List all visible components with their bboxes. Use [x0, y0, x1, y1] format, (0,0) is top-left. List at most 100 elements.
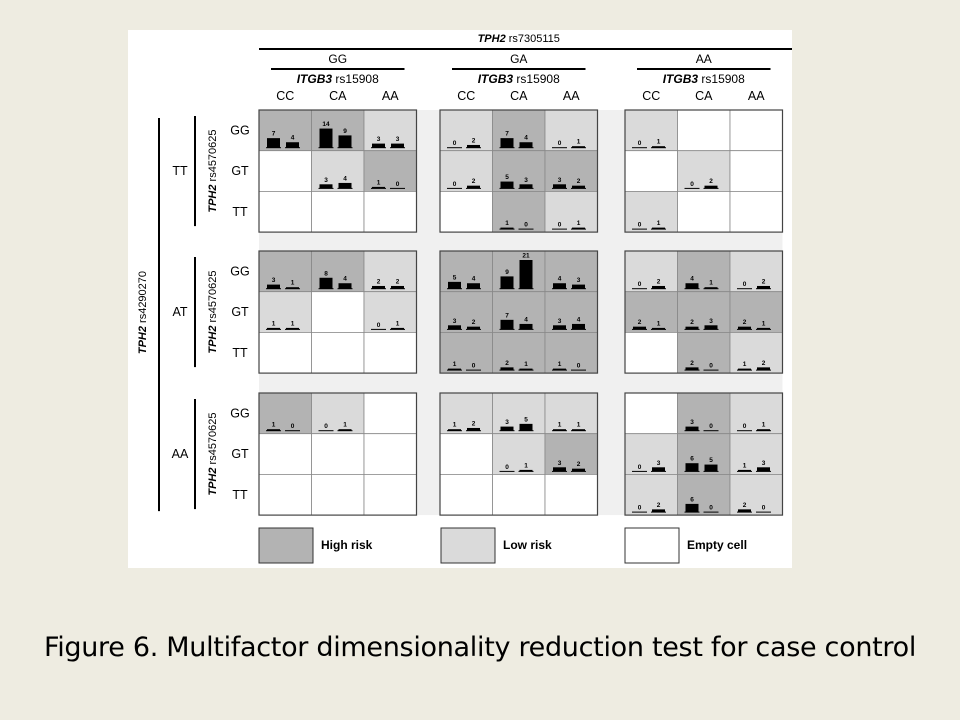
cell-1111-case-bar — [500, 319, 514, 330]
cell-1020 — [258, 331, 312, 374]
cell-1001-control-label: 4 — [343, 276, 347, 283]
cell-1000-case-label: 3 — [272, 277, 276, 284]
cell-1101-control-bar — [519, 260, 533, 289]
col-inner-level-2-aa: AA — [748, 89, 765, 103]
cell-0010 — [258, 150, 312, 192]
cell-1100 — [439, 250, 493, 293]
block-outline-11 — [439, 250, 599, 374]
cell-0210 — [624, 150, 678, 192]
block-outline-22 — [624, 392, 784, 516]
cell-1102-control-bar — [572, 284, 585, 289]
cell-0110-control-label: 2 — [472, 178, 476, 185]
cell-2202-case-label: 0 — [743, 423, 747, 430]
row-inner-gene-label-2: TPH2 rs4570625 — [207, 412, 219, 495]
cell-2111-case-label: 0 — [505, 464, 509, 471]
row-inner-gene-label-0: TPH2 rs4570625 — [207, 129, 219, 212]
cell-0110-case-label: 0 — [453, 181, 457, 188]
row-inner-level-1-tt: TT — [232, 346, 248, 360]
col-inner-gene-label-2-gene: ITGB3 — [663, 72, 699, 86]
cell-0220 — [624, 190, 678, 233]
cell-0200-control-label: 1 — [657, 139, 661, 146]
cell-0112-case-bar — [553, 184, 566, 189]
cell-2212-case-bar — [738, 469, 751, 472]
cell-2102-case-label: 1 — [558, 422, 562, 429]
cell-0112 — [544, 150, 598, 192]
cell-1222-case-bar — [738, 368, 751, 371]
cell-1001-control-bar — [338, 283, 352, 289]
cell-2102 — [544, 392, 598, 435]
col-inner-level-2-ca: CA — [695, 89, 713, 103]
cell-2111-control-label: 1 — [524, 462, 528, 469]
block-gap-v1 — [416, 110, 440, 516]
cell-2202-control-label: 1 — [762, 422, 766, 429]
cell-1012-case-label: 0 — [377, 322, 381, 329]
cell-1211-control-bar — [704, 325, 718, 330]
cell-2102-control-bar — [572, 429, 585, 431]
cell-2100-control-bar — [467, 427, 480, 431]
cell-0112-case-label: 3 — [558, 177, 562, 184]
cell-1100-case-bar — [448, 281, 461, 289]
cell-1012-control-bar — [391, 327, 404, 330]
cell-1222-control-label: 2 — [762, 360, 766, 367]
col-inner-gene-label-0: ITGB3 rs15908 — [297, 72, 379, 86]
cell-1210-control-bar — [652, 327, 665, 330]
cell-2112 — [544, 433, 598, 475]
cell-0101-control-label: 4 — [524, 135, 528, 142]
cell-0200-control-bar — [652, 146, 665, 148]
row-inner-gene-label-1-gene: TPH2 — [207, 326, 219, 354]
cell-0200-case-label: 0 — [638, 140, 642, 147]
cell-1002 — [363, 250, 417, 293]
row-outer-level-tt: TT — [172, 164, 188, 178]
col-inner-gene-label-1: ITGB3 rs15908 — [478, 72, 560, 86]
cell-1211 — [677, 291, 731, 333]
cell-0000-control-bar — [286, 142, 299, 148]
col-inner-gene-label-1-snp: rs15908 — [513, 72, 560, 86]
block-outline-20 — [258, 392, 418, 516]
block-outline-10 — [258, 250, 418, 374]
cell-1011 — [311, 291, 365, 333]
cell-2102-case-bar — [553, 429, 566, 431]
cell-0110-control-bar — [467, 185, 480, 189]
cell-1222-case-label: 1 — [743, 361, 747, 368]
cell-2001 — [311, 392, 365, 435]
legend-swatch-empty — [624, 527, 680, 564]
cell-1101-case-label: 9 — [505, 269, 509, 276]
cell-1210-case-bar — [633, 326, 646, 330]
cell-2101-control-bar — [519, 423, 533, 431]
cell-2220-control-bar — [652, 509, 665, 513]
cell-2201-case-label: 3 — [690, 419, 694, 426]
cell-1112-control-label: 4 — [577, 316, 581, 323]
cell-2111-control-bar — [519, 469, 533, 472]
cell-0220-case-label: 0 — [638, 222, 642, 229]
cell-2000-control-label: 0 — [291, 423, 295, 430]
cell-0100-case-label: 0 — [453, 140, 457, 147]
cell-2001-control-label: 1 — [343, 422, 347, 429]
cell-2220-control-label: 2 — [657, 502, 661, 509]
cell-1202-case-label: 0 — [743, 281, 747, 288]
cell-2202-control-bar — [757, 429, 770, 431]
cell-2101 — [492, 392, 546, 435]
cell-1200-case-label: 0 — [638, 281, 642, 288]
cell-2211-case-bar — [685, 463, 699, 472]
col-outer-level-ga: GA — [510, 52, 527, 66]
cell-0001-case-bar — [319, 128, 333, 148]
cell-1212-case-bar — [738, 326, 751, 330]
row-inner-level-2-gt: GT — [231, 447, 249, 461]
top-gene-label: TPH2 rs7305115 — [478, 33, 560, 45]
cell-2100-case-label: 1 — [453, 422, 457, 429]
cell-0021 — [311, 190, 365, 233]
block-outline-02 — [624, 109, 784, 233]
cell-1201-case-bar — [685, 283, 699, 289]
cell-1212-control-bar — [757, 327, 770, 330]
cell-0111-case-bar — [500, 181, 514, 189]
cell-0011-control-label: 4 — [343, 175, 347, 182]
figure-caption: Figure 6. Multifactor dimensionality red… — [43, 632, 917, 663]
cell-1010-control-label: 1 — [291, 320, 295, 327]
cell-0211 — [677, 150, 731, 192]
block-outline-21 — [439, 392, 599, 516]
cell-0000-control-label: 4 — [291, 135, 295, 142]
row-inner-level-0-gg: GG — [230, 123, 249, 137]
row-inner-gene-label-2-gene: TPH2 — [207, 468, 219, 496]
cell-2212-case-label: 1 — [743, 462, 747, 469]
